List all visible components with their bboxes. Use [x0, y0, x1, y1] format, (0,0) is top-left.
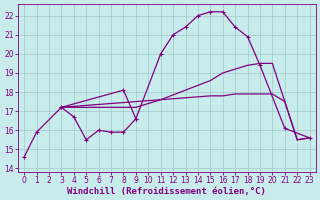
X-axis label: Windchill (Refroidissement éolien,°C): Windchill (Refroidissement éolien,°C) — [68, 187, 266, 196]
